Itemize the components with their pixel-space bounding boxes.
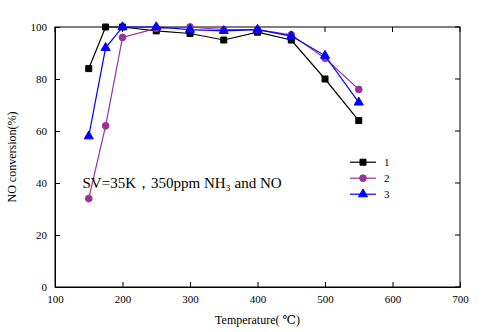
tick: 80 xyxy=(36,73,60,85)
tick-label: 300 xyxy=(182,293,199,305)
axis-line xyxy=(55,28,56,288)
point xyxy=(253,24,262,32)
legend-marker xyxy=(358,189,367,197)
point xyxy=(221,37,227,43)
tick: 40 xyxy=(36,177,60,189)
legend-marker xyxy=(360,175,367,182)
tick-mark xyxy=(455,235,460,236)
tick-label: 60 xyxy=(36,125,48,137)
point xyxy=(84,131,93,139)
legend: 1 2 3 xyxy=(350,156,390,200)
plot-frame xyxy=(55,27,460,287)
series-line xyxy=(89,27,359,199)
tick-mark xyxy=(123,282,124,287)
tick: 20 xyxy=(36,229,60,241)
tick: 60 xyxy=(36,125,60,137)
point xyxy=(86,66,92,72)
tick-mark xyxy=(455,131,460,132)
tick-label: 700 xyxy=(452,293,469,305)
tick: 600 xyxy=(385,282,402,305)
tick: 400 xyxy=(250,282,267,305)
tick-mark xyxy=(55,183,60,184)
point xyxy=(322,76,328,82)
tick-label: 100 xyxy=(47,293,64,305)
tick-mark xyxy=(55,79,60,80)
point xyxy=(85,195,92,202)
point xyxy=(354,97,363,105)
point xyxy=(118,22,127,30)
point xyxy=(320,50,329,58)
tick-mark xyxy=(393,282,394,287)
tick-label: 200 xyxy=(115,293,132,305)
tick-mark xyxy=(455,27,460,28)
series-line xyxy=(89,27,359,136)
series-line xyxy=(89,27,359,121)
point xyxy=(219,26,228,34)
tick-mark xyxy=(55,235,60,236)
tick-mark xyxy=(55,287,60,288)
tick-mark xyxy=(455,287,460,288)
tick: 200 xyxy=(115,282,132,305)
legend-entry: 2 xyxy=(350,172,390,184)
tick-mark xyxy=(325,282,326,287)
plot: 100 200 300 400 500 600 700 0 20 40 60 80 100 SV=35K，… xyxy=(31,21,470,305)
tick-label: 400 xyxy=(250,293,267,305)
point xyxy=(103,24,109,30)
tick-mark xyxy=(55,27,56,32)
point xyxy=(355,86,362,93)
point xyxy=(185,24,194,32)
legend-label: 2 xyxy=(384,172,390,184)
legend-label: 3 xyxy=(384,188,390,200)
legend-entry: 1 xyxy=(350,156,390,168)
y-axis-title: NO conversion(%) xyxy=(5,112,19,203)
tick-mark xyxy=(455,79,460,80)
x-axis-title: Temperature( ℃) xyxy=(215,313,300,327)
annotation: SV=35K，350ppm NH₃ and NO xyxy=(83,175,282,191)
tick-mark xyxy=(325,27,326,32)
x-axis: 100 200 300 400 500 600 700 xyxy=(47,282,469,305)
tick-label: 40 xyxy=(36,177,48,189)
point xyxy=(356,118,362,124)
tick-mark xyxy=(258,282,259,287)
chart: 100 200 300 400 500 600 700 0 20 40 60 80 100 SV=35K，… xyxy=(0,0,501,332)
tick-mark xyxy=(55,27,60,28)
point xyxy=(152,22,161,30)
tick-label: 500 xyxy=(317,293,334,305)
y-axis: 0 20 40 60 80 100 xyxy=(31,21,61,293)
point xyxy=(102,122,109,129)
legend-label: 1 xyxy=(384,156,390,168)
tick: 0 xyxy=(42,281,61,293)
legend-marker xyxy=(360,159,366,165)
tick-mark xyxy=(392,27,393,32)
tick: 700 xyxy=(452,282,469,305)
tick-label: 80 xyxy=(36,73,48,85)
legend-entry: 3 xyxy=(350,188,390,200)
tick: 300 xyxy=(182,282,199,305)
tick: 500 xyxy=(317,282,334,305)
tick-mark xyxy=(55,131,60,132)
point xyxy=(119,34,126,41)
tick-mark xyxy=(460,27,461,32)
tick-mark xyxy=(460,282,461,287)
tick-label: 100 xyxy=(31,21,48,33)
tick-label: 20 xyxy=(36,229,48,241)
tick-label: 0 xyxy=(42,281,48,293)
tick-mark xyxy=(455,183,460,184)
tick: 100 xyxy=(31,21,61,33)
point xyxy=(101,43,110,51)
tick-mark xyxy=(190,282,191,287)
tick-label: 600 xyxy=(385,293,402,305)
point xyxy=(287,31,296,39)
axis-line xyxy=(56,287,461,288)
